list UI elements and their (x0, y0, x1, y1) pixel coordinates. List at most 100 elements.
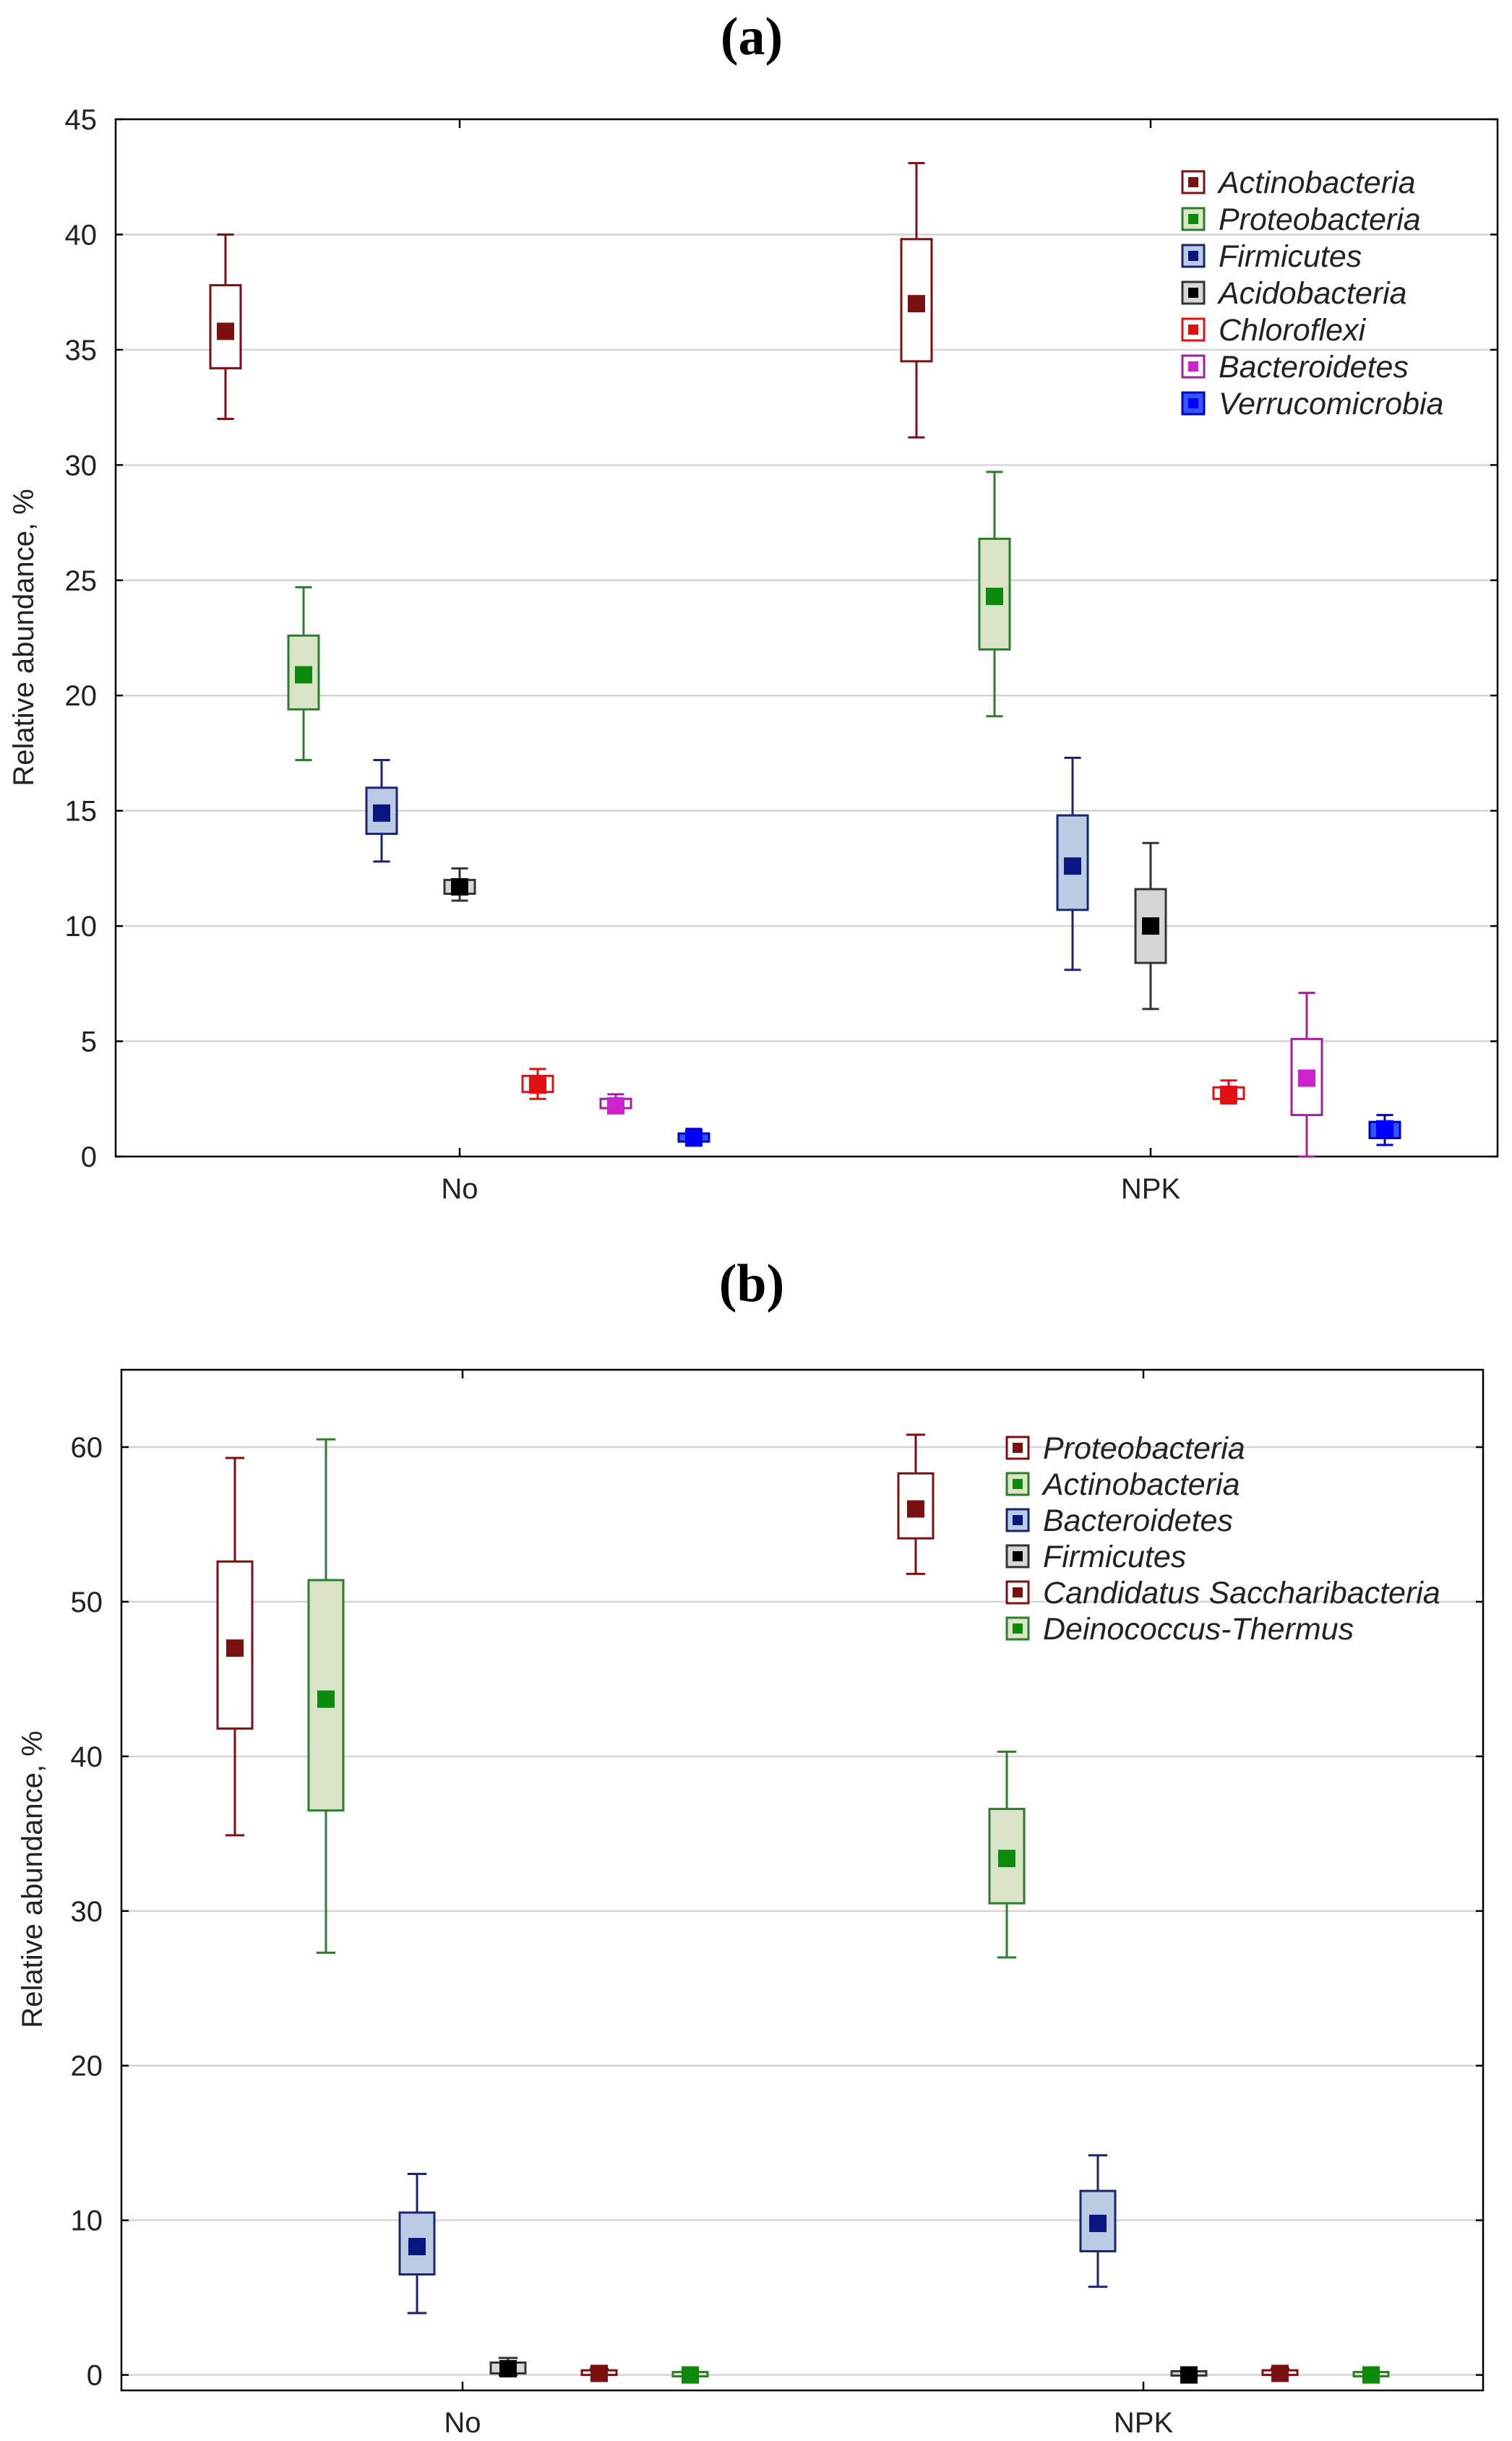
y-tick-label: 0 (81, 1141, 97, 1173)
mean-marker (998, 1850, 1015, 1868)
x-tick-label: NPK (1121, 1173, 1181, 1205)
legend-label: Verrucomicrobia (1219, 387, 1443, 421)
legend-swatch (1181, 317, 1206, 342)
box-proteobacteria-no (287, 585, 320, 762)
box-candidatus-saccharibacteria-no (580, 2364, 618, 2382)
legend-item: Chloroflexi (1181, 313, 1367, 348)
legend-item: Actinobacteria (1005, 1467, 1240, 1502)
box-actinobacteria-npk (900, 162, 933, 439)
box-acidobacteria-no (443, 867, 476, 902)
panel-label: (a) (721, 7, 783, 67)
mean-marker (217, 322, 234, 340)
box-candidatus-saccharibacteria-npk (1261, 2364, 1299, 2382)
legend-swatch (1005, 1616, 1030, 1641)
x-tick-label: NPK (1114, 2407, 1174, 2439)
mean-marker (1271, 2364, 1289, 2382)
legend-marker (1188, 251, 1198, 261)
panel-b: (b) 0 10 20 30 40 50 60 No NPK Relative abundance,… (17, 1254, 1485, 2439)
legend-swatch (1181, 354, 1206, 379)
legend-label: Acidobacteria (1216, 276, 1407, 311)
y-tick-label: 40 (65, 219, 98, 251)
y-tick-label: 45 (65, 104, 98, 136)
box-proteobacteria-npk (897, 1433, 935, 1575)
legend-label: Bacteroidetes (1219, 350, 1409, 385)
box-chloroflexi-no (521, 1068, 554, 1100)
box-actinobacteria-no (209, 233, 242, 421)
box-actinobacteria-no (307, 1438, 345, 1955)
mean-marker (1220, 1085, 1237, 1103)
legend-item: Acidobacteria (1181, 276, 1407, 311)
mean-marker (317, 1690, 335, 1708)
legend-marker (1013, 1443, 1023, 1453)
box-firmicutes-npk (1056, 756, 1089, 971)
box-firmicutes-no (365, 759, 398, 863)
y-tick-label: 15 (65, 796, 98, 828)
box-bacteroidetes-npk (1290, 992, 1323, 1158)
box-deinococcus-thermus-no (671, 2366, 709, 2384)
mean-marker (1089, 2214, 1107, 2232)
x-tick-label: No (444, 2407, 481, 2439)
x-tick-label: No (441, 1173, 478, 1205)
mean-marker (1180, 2366, 1198, 2384)
legend-marker (1013, 1587, 1023, 1597)
legend: ActinobacteriaProteobacteriaFirmicutesAc… (1181, 166, 1443, 421)
y-tick-label: 60 (71, 1432, 103, 1464)
legend-marker (1188, 288, 1198, 298)
legend-item: Proteobacteria (1181, 202, 1421, 237)
mean-marker (908, 295, 925, 313)
mean-marker (226, 1639, 244, 1657)
legend-item: Verrucomicrobia (1181, 387, 1443, 421)
legend-label: Firmicutes (1043, 1540, 1186, 1574)
legend-marker (1188, 361, 1198, 372)
legend-label: Bacteroidetes (1043, 1503, 1233, 1538)
legend-label: Firmicutes (1219, 239, 1362, 274)
mean-marker (590, 2364, 608, 2382)
y-tick-label: 10 (65, 911, 98, 943)
legend-marker (1188, 214, 1198, 224)
plot-frame (114, 118, 1499, 1158)
legend-item: Actinobacteria (1181, 166, 1416, 200)
plot-frame (120, 1368, 1485, 2392)
box-actinobacteria-npk (988, 1750, 1026, 1959)
legend-marker (1188, 325, 1198, 335)
legend-label: Candidatus Saccharibacteria (1043, 1576, 1440, 1610)
y-tick-label: 40 (71, 1741, 103, 1773)
legend-marker (1013, 1515, 1023, 1525)
mean-marker (529, 1076, 546, 1094)
mean-marker (682, 2366, 699, 2384)
box-bacteroidetes-npk (1079, 2154, 1117, 2288)
mean-marker (451, 878, 468, 896)
box-deinococcus-thermus-npk (1352, 2366, 1390, 2384)
legend-item: Bacteroidetes (1181, 350, 1409, 385)
box-proteobacteria-npk (978, 471, 1011, 718)
legend-label: Proteobacteria (1219, 202, 1421, 237)
mean-marker (907, 1500, 924, 1518)
legend-label: Actinobacteria (1216, 166, 1416, 200)
mean-marker (685, 1129, 703, 1147)
y-tick-label: 20 (71, 2051, 103, 2082)
legend-swatch (1181, 280, 1206, 305)
mean-marker (1376, 1120, 1393, 1138)
box-bacteroidetes-no (599, 1093, 632, 1115)
box-iqr (287, 634, 320, 711)
panel-a: (a) 0 5 10 15 20 25 30 35 40 45 No NPK Relative abund… (8, 7, 1499, 1205)
mean-marker (1142, 917, 1159, 935)
legend-item: Deinococcus-Thermus (1005, 1612, 1354, 1647)
y-axis-label: Relative abundance, % (17, 1730, 48, 2028)
y-tick-label: 25 (65, 565, 98, 597)
y-tick-label: 0 (87, 2360, 103, 2392)
legend-item: Proteobacteria (1005, 1431, 1245, 1466)
legend-label: Deinococcus-Thermus (1043, 1612, 1354, 1647)
legend-item: Bacteroidetes (1005, 1503, 1233, 1538)
box-verrucomicrobia-no (677, 1128, 710, 1147)
legend-marker (1188, 398, 1198, 408)
legend-item: Firmicutes (1005, 1540, 1186, 1574)
box-iqr (209, 284, 242, 369)
y-axis-label: Relative abundance, % (8, 489, 40, 786)
box-bacteroidetes-no (398, 2172, 436, 2315)
box-verrucomicrobia-npk (1368, 1114, 1401, 1146)
legend-marker (1013, 1551, 1023, 1561)
box-chloroflexi-npk (1212, 1079, 1245, 1105)
mean-marker (1064, 857, 1081, 875)
